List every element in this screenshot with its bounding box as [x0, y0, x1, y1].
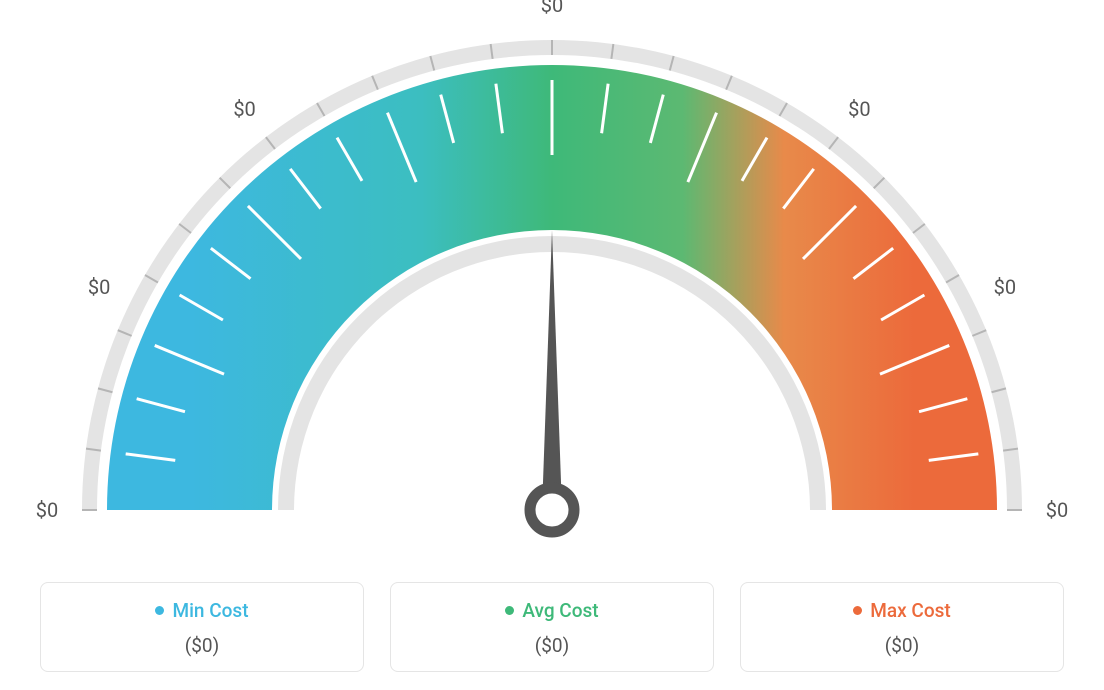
legend-title: Max Cost [853, 599, 950, 622]
legend-title: Avg Cost [505, 599, 598, 622]
gauge-needle [542, 230, 562, 510]
legend-card: Avg Cost ($0) [390, 582, 714, 672]
legend-label: Min Cost [172, 599, 248, 622]
gauge-needle-hub [530, 488, 574, 532]
legend-dot-icon [853, 606, 862, 615]
gauge-svg [0, 0, 1104, 570]
gauge-tick-label: $0 [88, 275, 110, 299]
gauge-tick-label: $0 [36, 498, 58, 522]
legend-card: Min Cost ($0) [40, 582, 364, 672]
legend-card: Max Cost ($0) [740, 582, 1064, 672]
gauge-chart: $0 $0 $0 $0 $0 $0 $0 [0, 0, 1104, 570]
gauge-tick-label: $0 [848, 97, 870, 121]
gauge-tick-label: $0 [233, 97, 255, 121]
gauge-tick-label: $0 [541, 0, 563, 17]
legend-row: Min Cost ($0) Avg Cost ($0) Max Cost ($0) [40, 582, 1064, 672]
legend-dot-icon [155, 606, 164, 615]
gauge-tick-label: $0 [994, 275, 1016, 299]
legend-value: ($0) [51, 634, 353, 657]
legend-value: ($0) [751, 634, 1053, 657]
legend-dot-icon [505, 606, 514, 615]
legend-label: Avg Cost [522, 599, 598, 622]
gauge-tick-label: $0 [1046, 498, 1068, 522]
legend-label: Max Cost [870, 599, 950, 622]
legend-value: ($0) [401, 634, 703, 657]
legend-title: Min Cost [155, 599, 248, 622]
